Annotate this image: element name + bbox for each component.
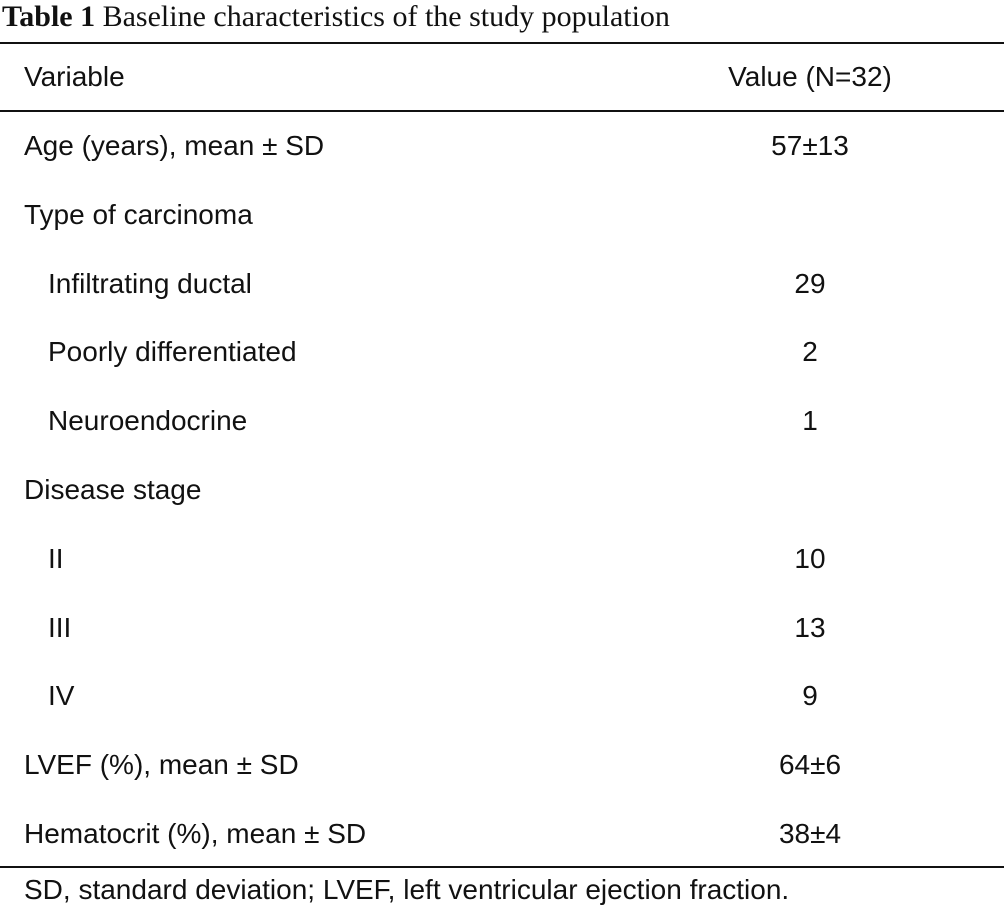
row-variable: Poorly differentiated (48, 336, 297, 367)
row-variable: Hematocrit (%), mean ± SD (24, 818, 367, 849)
row-value: 57±13 (771, 130, 849, 161)
row-variable: III (48, 612, 72, 643)
row-variable: Type of carcinoma (24, 199, 253, 230)
top-rule (0, 42, 1004, 44)
header-rule (0, 110, 1004, 112)
row-variable: Age (years), mean ± SD (24, 130, 325, 161)
row-value: 1 (802, 405, 818, 436)
row-value: 38±4 (778, 818, 842, 849)
row-value: 2 (802, 336, 818, 367)
row-variable: Infiltrating ductal (48, 268, 252, 299)
table-footnote: SD, standard deviation; LVEF, left ventr… (24, 874, 790, 905)
row-variable: II (48, 543, 64, 574)
bottom-rule (0, 866, 1004, 868)
row-value: 13 (794, 612, 826, 643)
row-value: 29 (794, 268, 826, 299)
row-value: 9 (802, 680, 818, 711)
row-variable: IV (48, 680, 75, 711)
row-value (610, 195, 1004, 235)
header-value: Value (N=32) (728, 61, 892, 92)
row-variable: LVEF (%), mean ± SD (24, 749, 299, 780)
row-value (610, 470, 1004, 510)
row-value: 10 (794, 543, 826, 574)
header-variable: Variable (24, 61, 125, 92)
table-caption-text: Baseline characteristics of the study po… (102, 0, 670, 33)
row-variable: Disease stage (24, 474, 202, 505)
row-variable: Neuroendocrine (48, 405, 248, 436)
table-caption: Table 1 Baseline characteristics of the … (2, 0, 670, 34)
table-caption-label: Table 1 (2, 0, 96, 33)
row-value: 64±6 (778, 749, 842, 780)
